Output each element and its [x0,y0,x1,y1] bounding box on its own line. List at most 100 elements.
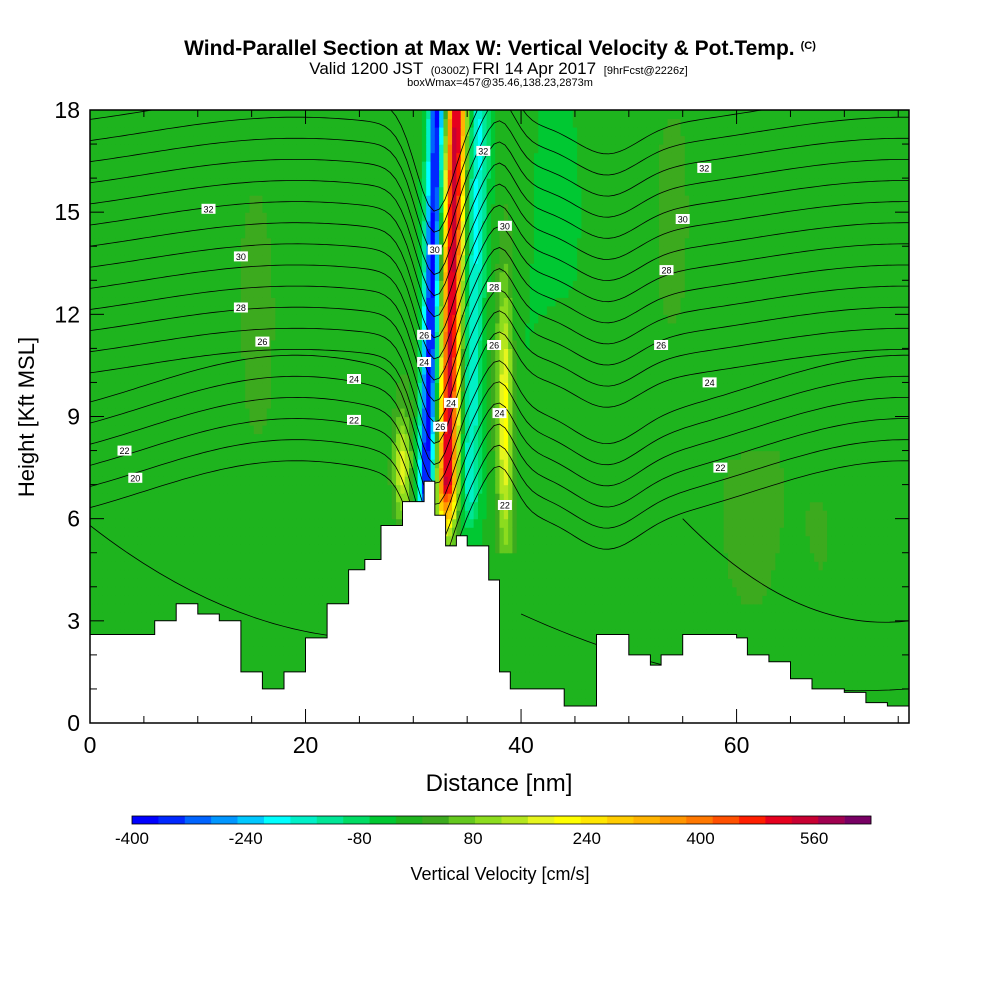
velocity-cell [146,271,151,281]
velocity-cell [120,263,126,273]
velocity-cell [344,544,350,554]
velocity-cell [219,220,225,230]
velocity-cell [245,169,251,179]
velocity-cell [120,348,126,358]
velocity-cell [309,407,315,418]
velocity-cell [301,510,307,520]
velocity-cell [262,152,268,162]
velocity-cell [301,246,307,256]
velocity-cell [90,442,95,452]
velocity-cell [249,425,255,435]
velocity-cell [318,152,324,162]
velocity-cell [352,152,358,162]
velocity-cell [348,169,354,179]
velocity-cell [374,152,380,162]
velocity-cell [344,144,350,154]
velocity-cell [262,416,268,426]
velocity-cell [206,390,212,401]
velocity-cell [279,390,285,401]
velocity-cell [120,271,126,281]
velocity-cell [292,544,298,554]
velocity-cell [171,612,177,622]
velocity-cell [180,484,186,494]
velocity-cell [271,178,276,188]
velocity-cell [314,390,320,401]
velocity-cell [189,314,195,324]
velocity-cell [314,144,320,154]
velocity-cell [245,339,251,349]
velocity-cell [335,271,341,281]
velocity-cell [90,110,95,120]
velocity-cell [90,629,95,639]
velocity-cell [146,212,151,222]
velocity-cell [150,620,156,630]
velocity-cell [240,195,246,205]
velocity-cell [314,178,320,188]
velocity-cell [102,603,108,613]
velocity-cell [219,331,225,341]
velocity-cell [232,127,238,137]
velocity-cell [133,339,139,349]
velocity-cell [232,322,238,332]
velocity-cell [102,612,108,622]
velocity-cell [98,220,104,230]
velocity-cell [361,169,367,179]
velocity-cell [275,365,281,375]
velocity-cell [296,646,302,656]
velocity-cell [262,646,268,656]
velocity-cell [141,535,147,545]
velocity-cell [111,527,117,537]
velocity-cell [158,561,164,571]
velocity-cell [133,237,139,247]
velocity-cell [309,314,315,324]
velocity-cell [292,493,298,503]
velocity-cell [171,416,177,426]
velocity-cell [197,127,203,137]
velocity-cell [357,467,363,477]
velocity-cell [340,365,345,375]
velocity-cell [292,135,298,145]
velocity-cell [150,578,156,588]
velocity-cell [219,578,225,588]
velocity-cell [171,510,177,520]
velocity-cell [158,220,164,230]
velocity-cell [240,314,246,324]
velocity-cell [171,518,177,528]
velocity-cell [240,620,246,630]
velocity-cell [340,280,345,290]
velocity-cell [197,280,203,290]
velocity-cell [292,663,298,673]
velocity-cell [210,416,216,426]
velocity-cell [271,348,276,358]
velocity-cell [301,331,307,341]
velocity-cell [279,569,285,579]
velocity-cell [357,220,363,230]
velocity-cell [275,373,281,384]
velocity-cell [370,246,376,256]
velocity-cell [98,339,104,349]
velocity-cell [296,161,302,171]
velocity-cell [370,322,376,332]
velocity-cell [361,212,367,222]
velocity-cell [150,356,156,367]
velocity-cell [305,220,311,230]
velocity-cell [266,161,272,171]
velocity-cell [215,595,220,605]
velocity-cell [314,501,320,511]
velocity-cell [150,322,156,332]
velocity-cell [115,569,121,579]
velocity-cell [275,646,281,656]
velocity-cell [236,561,242,571]
velocity-cell [163,280,169,290]
velocity-cell [352,518,358,528]
velocity-cell [128,220,134,230]
velocity-cell [283,288,289,298]
velocity-cell [335,501,341,511]
velocity-cell [249,127,255,137]
velocity-cell [120,586,126,596]
velocity-cell [318,459,324,469]
velocity-cell [344,442,350,452]
velocity-cell [266,484,272,494]
velocity-cell [197,161,203,171]
velocity-cell [327,561,332,571]
